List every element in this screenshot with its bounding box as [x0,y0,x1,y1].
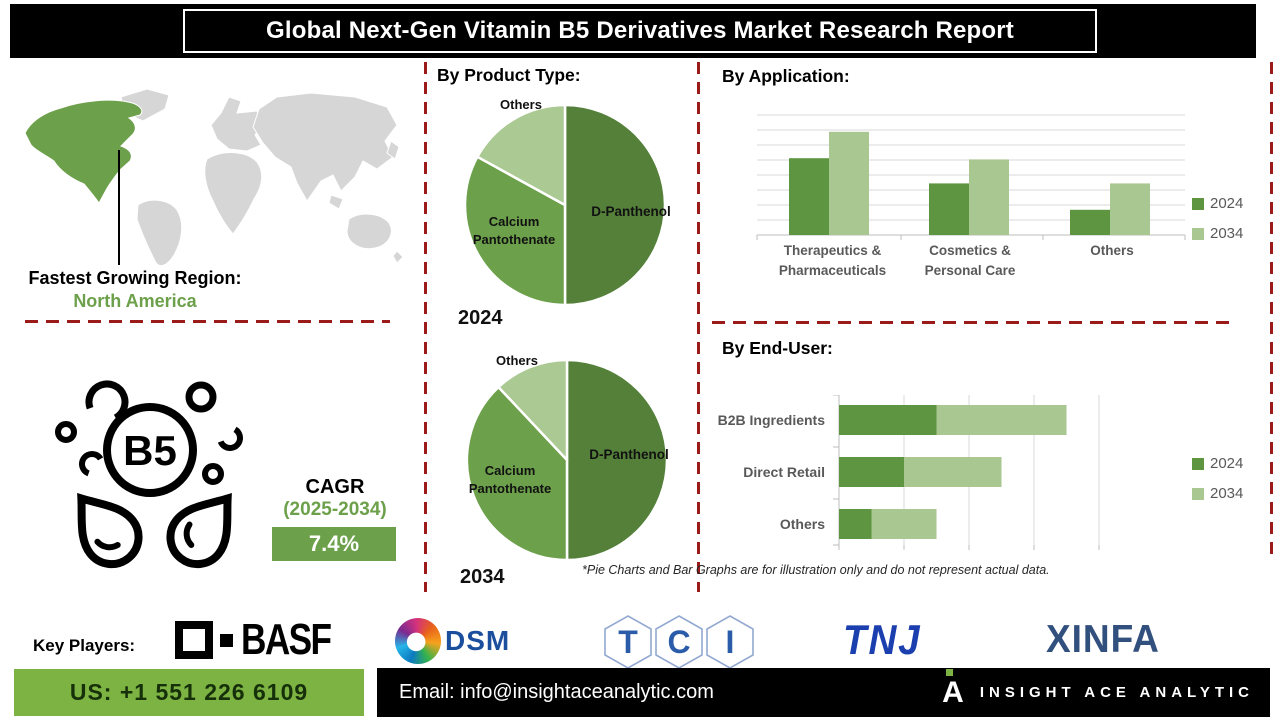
email-address: Email: info@insightaceanalytic.com [399,681,714,703]
world-map [25,88,404,267]
end-user-category-b2b: B2B Ingredients [717,412,825,428]
pie-2034-label-calcium-pantothenate: Calcium Pantothenate [468,463,552,496]
tci-letter-t: T [618,624,638,660]
pie-2034-year-label: 2034 [460,566,505,588]
disclaimer-footnote: *Pie Charts and Bar Graphs are for illus… [582,563,1050,577]
tci-letter-c: C [667,624,690,660]
dsm-wordmark: DSM [445,625,511,656]
title-box: Global Next-Gen Vitamin B5 Derivatives M… [183,9,1097,53]
section-heading-application: By Application: [722,66,850,86]
pie-chart-2024: Others Calcium Pantothenate D-Panthenol … [450,95,680,340]
basf-logo: BASF [175,615,353,664]
cagr-value-box: 7.4% [272,527,396,561]
north-america-region [25,99,143,204]
brand-name: INSIGHT ACE ANALYTIC [979,684,1254,701]
application-legend: 2024 2034 [1192,195,1243,242]
separator-horizontal-right [712,321,1232,324]
basf-solid-square-icon [220,633,233,647]
pie-chart-2034: Others Calcium Pantothenate D-Panthenol … [452,350,682,595]
end-user-category-direct-retail: Direct Retail [743,464,825,480]
pie-2024-label-others: Others [500,97,542,112]
application-category-others: Others [1090,243,1134,258]
legend-item-2034: 2034 [1192,225,1243,242]
legend-item-2024: 2024 [1192,455,1243,472]
pie-2024-svg [463,103,667,307]
legend-label-2024: 2024 [1210,195,1244,212]
fastest-growing-region-value: North America [73,291,197,311]
phone-banner: US: +1 551 226 6109 [14,669,364,716]
pie-2024-label-calcium-pantothenate: Calcium Pantothenate [472,214,556,247]
insight-ace-analytic-brand: A INSIGHT ACE ANALYTIC [942,668,1254,708]
region-pointer-line [118,150,120,265]
basf-hollow-square-icon [175,621,213,659]
tci-letter-i: I [726,624,735,660]
cagr-label: CAGR [305,476,365,498]
application-bar-chart [756,114,1186,240]
legend-swatch-2024 [1192,197,1204,210]
end-user-category-others: Others [779,516,825,532]
svg-text:B5: B5 [123,427,177,474]
legend-swatch-2034 [1192,227,1204,240]
vitamin-b5-molecule-icon: B5 [55,380,243,569]
application-category-therapeutics: Therapeutics & Pharmaceuticals [778,243,887,279]
xinfa-logo: XINFA [1046,618,1160,661]
tnj-logo: TNJ [843,616,922,663]
green-dot-icon [946,668,954,676]
dsm-swirl-icon [395,618,441,664]
section-heading-end-user: By End-User: [722,338,833,358]
cagr-value: 7.4% [308,531,360,556]
key-players-label: Key Players: [33,636,136,655]
legend-item-2024: 2024 [1192,195,1243,212]
legend-swatch-2024 [1192,457,1204,470]
page-title: Global Next-Gen Vitamin B5 Derivatives M… [265,17,1015,44]
basf-wordmark: BASF [241,615,332,664]
legend-swatch-2034 [1192,487,1204,500]
legend-label-2034: 2034 [1210,485,1244,502]
email-banner: Email: info@insightaceanalytic.com A INS… [377,668,1270,717]
phone-number: US: +1 551 226 6109 [69,679,309,705]
separator-vertical-right [1270,62,1273,562]
pie-2034-label-d-panthenol: D-Panthenol [589,447,669,462]
separator-horizontal-left [25,320,390,323]
fastest-growing-region-heading: Fastest Growing Region: [28,268,242,288]
separator-vertical-middle [697,62,700,592]
pie-2024-label-d-panthenol: D-Panthenol [591,204,671,219]
end-user-legend: 2024 2034 [1192,455,1243,502]
legend-label-2034: 2034 [1210,225,1244,242]
section-heading-product-type: By Product Type: [437,65,581,85]
separator-vertical-left [424,62,427,592]
end-user-bar-chart [833,395,1100,550]
legend-label-2024: 2024 [1210,455,1244,472]
pie-2024-year-label: 2024 [458,307,503,329]
pie-2034-label-others: Others [496,353,538,368]
application-category-cosmetics: Cosmetics & Personal Care [924,243,1016,279]
cagr-period: (2025-2034) [283,499,387,520]
dsm-logo: DSM [395,618,510,664]
insight-ace-a-icon: A [942,668,964,708]
tci-logo: T C I [604,615,754,669]
pie-2034-svg [465,358,669,562]
legend-item-2034: 2034 [1192,485,1243,502]
